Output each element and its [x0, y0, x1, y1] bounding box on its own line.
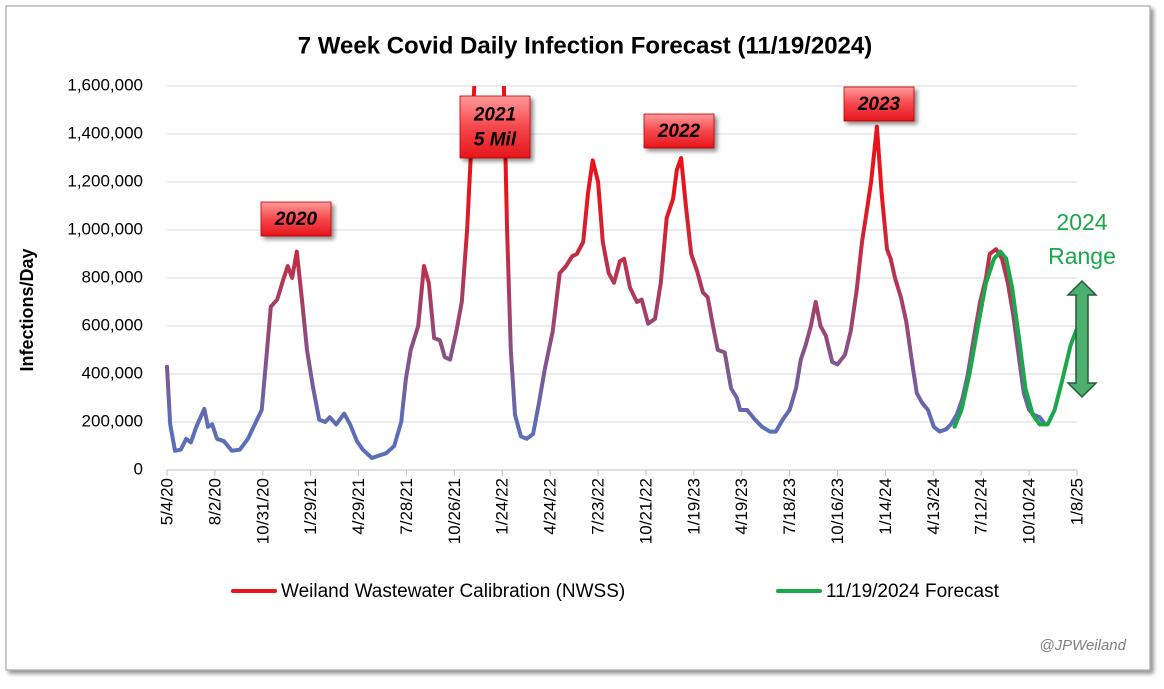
x-tick-label: 7/28/21 [397, 478, 416, 535]
x-tick-label: 1/14/24 [876, 478, 895, 535]
annotation-box [643, 113, 715, 149]
annotations: 2020 2021 5 Mil 2022 2023 2024 Range [260, 86, 1116, 269]
x-tick-label: 5/4/20 [157, 478, 176, 525]
legend-label: Weiland Wastewater Calibration (NWSS) [281, 581, 625, 602]
x-tick-label: 10/26/21 [445, 478, 464, 544]
x-tick-label: 7/23/22 [589, 478, 608, 535]
x-tick-label: 4/24/22 [541, 478, 560, 535]
range-arrow [1066, 279, 1098, 399]
y-tick-label: 1,200,000 [67, 171, 143, 190]
annotation-box [843, 86, 915, 122]
y-axis-label: Infections/Day [17, 248, 37, 371]
x-tick-label: 1/24/22 [493, 478, 512, 535]
x-tick-label: 10/10/24 [1020, 478, 1039, 544]
x-tick-label: 1/19/23 [684, 478, 703, 535]
annotation-text: 2022 [657, 121, 701, 142]
x-tick-label: 8/2/20 [205, 478, 224, 525]
series-line [952, 249, 1079, 429]
x-tick-label: 4/19/23 [732, 478, 751, 535]
x-tick-label: 10/16/23 [828, 478, 847, 544]
x-tick-label: 10/21/22 [636, 478, 655, 544]
y-tick-label: 1,400,000 [67, 123, 143, 142]
y-tick-label: 1,600,000 [67, 75, 143, 94]
annotation-text: Range [1048, 243, 1116, 269]
series-line [165, 86, 1048, 460]
frame [5, 5, 1151, 671]
annotation-text: 2021 [473, 105, 516, 126]
y-tick-label: 200,000 [82, 411, 143, 430]
annotation-text: 2023 [857, 94, 901, 115]
y-tick-label: 800,000 [82, 267, 143, 286]
plot [165, 86, 1079, 460]
y-tick-label: 400,000 [82, 363, 143, 382]
legend-label: 11/19/2024 Forecast [826, 581, 1000, 602]
y-tick-label: 600,000 [82, 315, 143, 334]
annotation-box [459, 95, 531, 159]
x-tick-label: 4/29/21 [349, 478, 368, 535]
grid: 0 200,000 400,000 600,000 800,000 1,000,000 1,… [67, 75, 1086, 544]
annotation-text: 2024 [1056, 209, 1107, 235]
credit: @JPWeiland [1039, 637, 1126, 654]
x-tick-label: 10/31/20 [253, 478, 272, 544]
y-tick-label: 0 [134, 459, 143, 478]
annotation-box [260, 201, 332, 237]
annotation-text: 5 Mil [474, 130, 517, 151]
chart-title: 7 Week Covid Daily Infection Forecast (1… [298, 32, 872, 59]
x-tick-label: 1/8/25 [1067, 478, 1086, 525]
x-tick-label: 7/12/24 [972, 478, 991, 535]
annotation-text: 2020 [274, 209, 318, 230]
x-tick-label: 1/29/21 [301, 478, 320, 535]
x-tick-label: 4/13/24 [924, 478, 943, 535]
x-tick-label: 7/18/23 [780, 478, 799, 535]
y-tick-label: 1,000,000 [67, 219, 143, 238]
